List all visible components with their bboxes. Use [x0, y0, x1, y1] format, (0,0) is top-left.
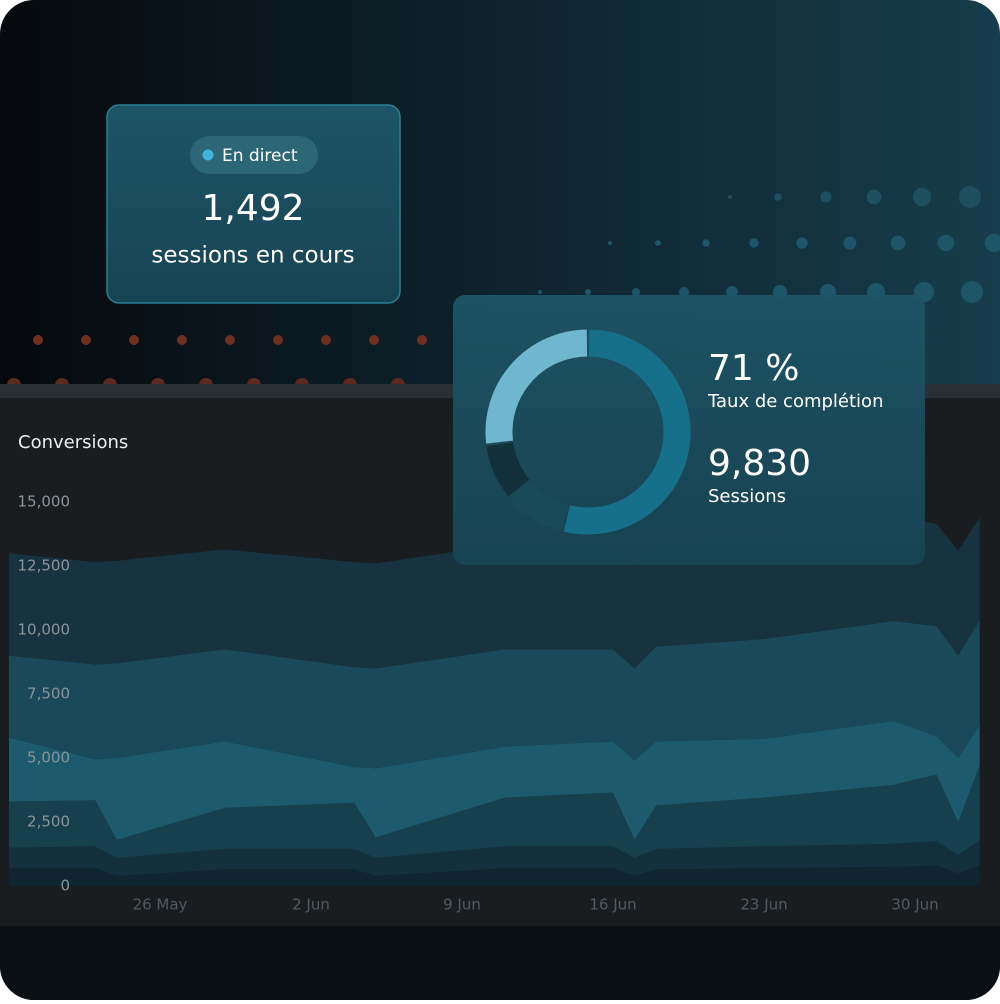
footer [0, 926, 1000, 1000]
x-tick-label: 2 Jun [292, 896, 330, 914]
y-tick-label: 15,000 [18, 493, 71, 511]
decor-dot [655, 240, 661, 246]
y-tick-label: 5,000 [27, 749, 70, 767]
decor-dot [81, 335, 91, 345]
decor-dot [820, 191, 832, 203]
decor-dot [774, 193, 782, 201]
decor-dot [417, 335, 427, 345]
decor-dot [866, 189, 882, 205]
decor-dot [608, 241, 612, 245]
decor-dot [632, 288, 640, 296]
metric-value: 9,830 [708, 443, 811, 484]
decor-dot [796, 237, 808, 249]
live-value: 1,492 [201, 188, 304, 229]
badge-text: En direct [222, 146, 298, 166]
decor-dot [984, 233, 1000, 253]
x-tick-label: 23 Jun [740, 896, 787, 914]
metric-label: Sessions [708, 486, 786, 507]
y-tick-label: 0 [60, 877, 70, 895]
decor-dot [33, 335, 43, 345]
decor-dot [129, 335, 139, 345]
decor-dot [679, 287, 689, 297]
decor-dot [702, 239, 710, 247]
x-tick-label: 30 Jun [891, 896, 938, 914]
live-dot [202, 149, 214, 161]
decor-dot [912, 187, 932, 207]
y-tick-label: 12,500 [18, 557, 71, 575]
y-tick-label: 2,500 [27, 813, 70, 831]
decor-dot [937, 234, 955, 252]
chart-title: Conversions [18, 432, 128, 453]
live-card [106, 104, 401, 304]
decor-dot [728, 195, 732, 199]
decor-dot [749, 238, 759, 248]
y-tick-label: 7,500 [27, 685, 70, 703]
decor-dot [538, 290, 542, 294]
metric-label: Taux de complétion [707, 391, 883, 412]
donut-segment [486, 441, 530, 497]
x-tick-label: 9 Jun [443, 896, 481, 914]
area-layer [9, 865, 980, 886]
decor-dot [843, 236, 857, 250]
decor-dot [321, 335, 331, 345]
metric-value: 71 % [708, 348, 799, 389]
donut-segment [563, 329, 691, 535]
donut-segment [509, 480, 569, 531]
live-badge [190, 136, 318, 174]
decor-dot [961, 281, 983, 303]
donut [485, 329, 691, 535]
decor-dot [225, 335, 235, 345]
decor-dot [959, 186, 981, 208]
decor-dot [585, 289, 591, 295]
plot: 0 2,500 5,000 7,500 10,000 12,500 15,000 26 May… [9, 493, 980, 914]
x-tick-label: 26 May [133, 896, 188, 914]
decor-dot [177, 335, 187, 345]
donut-segment [485, 329, 588, 444]
decor-dot [273, 335, 283, 345]
live-label: sessions en cours [151, 243, 354, 269]
area-layer [9, 765, 980, 858]
decor-dot [890, 235, 906, 251]
x-tick-label: 16 Jun [589, 896, 636, 914]
y-tick-label: 10,000 [18, 621, 71, 639]
area-layer [9, 619, 980, 769]
decor-dot [369, 335, 379, 345]
area-layer [9, 720, 980, 840]
